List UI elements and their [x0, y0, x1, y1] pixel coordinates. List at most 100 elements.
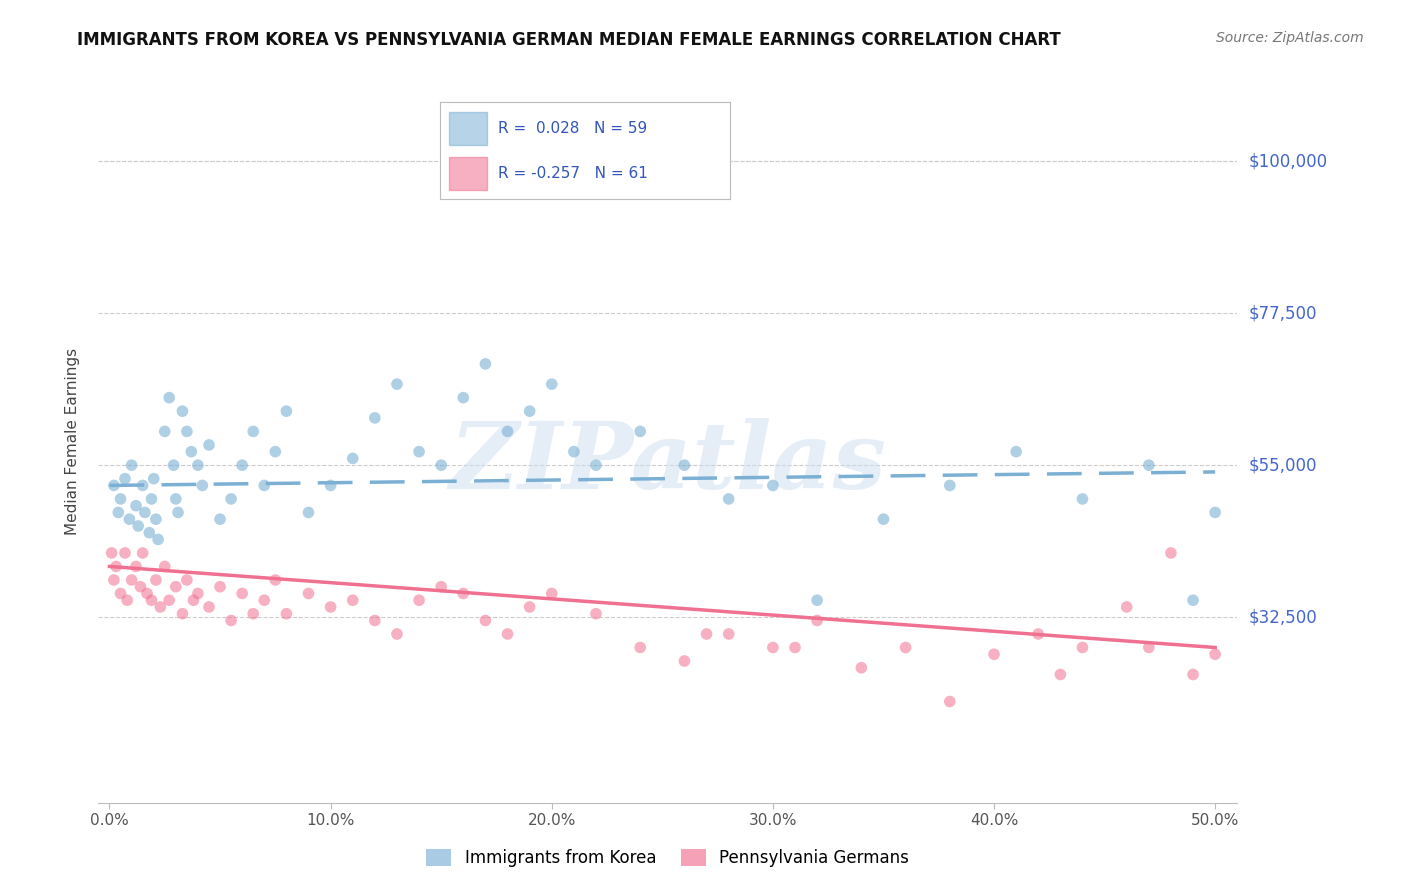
Point — [1204, 647, 1226, 661]
Point — [145, 573, 167, 587]
Point — [585, 458, 607, 472]
Y-axis label: Median Female Earnings: Median Female Earnings — [65, 348, 80, 535]
Point — [342, 451, 364, 466]
Point — [134, 505, 156, 519]
Point — [585, 607, 607, 621]
Point — [167, 505, 190, 519]
Point — [121, 458, 143, 472]
Point — [385, 377, 408, 392]
Point — [114, 472, 136, 486]
Point — [1005, 444, 1028, 458]
Point — [219, 491, 242, 506]
Point — [242, 607, 264, 621]
Point — [430, 580, 453, 594]
Point — [198, 599, 221, 614]
Point — [474, 614, 496, 628]
Text: Source: ZipAtlas.com: Source: ZipAtlas.com — [1216, 31, 1364, 45]
Point — [1071, 640, 1094, 655]
Point — [131, 546, 153, 560]
Point — [717, 627, 740, 641]
Point — [1026, 627, 1049, 641]
Point — [851, 661, 873, 675]
Point — [142, 472, 165, 486]
Point — [219, 614, 242, 628]
Point — [319, 599, 342, 614]
Point — [342, 593, 364, 607]
Point — [183, 593, 205, 607]
Point — [673, 654, 696, 668]
Point — [157, 593, 180, 607]
Text: IMMIGRANTS FROM KOREA VS PENNSYLVANIA GERMAN MEDIAN FEMALE EARNINGS CORRELATION : IMMIGRANTS FROM KOREA VS PENNSYLVANIA GE… — [77, 31, 1062, 49]
Point — [1137, 458, 1160, 472]
Point — [1182, 593, 1205, 607]
Point — [1137, 640, 1160, 655]
Point — [1204, 505, 1226, 519]
Point — [165, 580, 187, 594]
Point — [806, 593, 828, 607]
Point — [276, 607, 298, 621]
Point — [231, 586, 253, 600]
Point — [153, 425, 176, 439]
Point — [519, 599, 541, 614]
Point — [242, 425, 264, 439]
Point — [628, 425, 651, 439]
Point — [319, 478, 342, 492]
Point — [114, 546, 136, 560]
Point — [519, 404, 541, 418]
Point — [430, 458, 453, 472]
Point — [100, 546, 122, 560]
Point — [121, 573, 143, 587]
Point — [162, 458, 184, 472]
Point — [762, 640, 785, 655]
Point — [872, 512, 894, 526]
Point — [264, 444, 287, 458]
Point — [453, 391, 475, 405]
Point — [276, 404, 298, 418]
Point — [1071, 491, 1094, 506]
Point — [145, 512, 167, 526]
Point — [264, 573, 287, 587]
Point — [408, 444, 430, 458]
Text: ZIPatlas: ZIPatlas — [450, 418, 886, 508]
Point — [115, 593, 138, 607]
Point — [129, 580, 152, 594]
Point — [110, 491, 132, 506]
Point — [172, 404, 194, 418]
Point — [153, 559, 176, 574]
Point — [783, 640, 806, 655]
Point — [453, 586, 475, 600]
Point — [107, 505, 129, 519]
Point — [364, 614, 387, 628]
Point — [297, 586, 319, 600]
Text: $77,500: $77,500 — [1249, 304, 1317, 322]
Point — [110, 586, 132, 600]
Point — [673, 458, 696, 472]
Point — [103, 478, 125, 492]
Point — [172, 607, 194, 621]
Point — [628, 640, 651, 655]
Point — [125, 559, 148, 574]
Point — [364, 411, 387, 425]
Point — [806, 614, 828, 628]
Point — [297, 505, 319, 519]
Point — [176, 573, 198, 587]
Point — [187, 458, 209, 472]
Point — [717, 491, 740, 506]
Point — [1049, 667, 1071, 681]
Point — [125, 499, 148, 513]
Point — [198, 438, 221, 452]
Point — [496, 425, 519, 439]
Point — [1115, 599, 1137, 614]
Point — [540, 377, 562, 392]
Point — [253, 593, 276, 607]
Point — [180, 444, 202, 458]
Point — [939, 478, 962, 492]
Point — [209, 580, 232, 594]
Point — [191, 478, 214, 492]
Point — [540, 586, 562, 600]
Point — [253, 478, 276, 492]
Point — [385, 627, 408, 641]
Point — [165, 491, 187, 506]
Point — [176, 425, 198, 439]
Point — [157, 391, 180, 405]
